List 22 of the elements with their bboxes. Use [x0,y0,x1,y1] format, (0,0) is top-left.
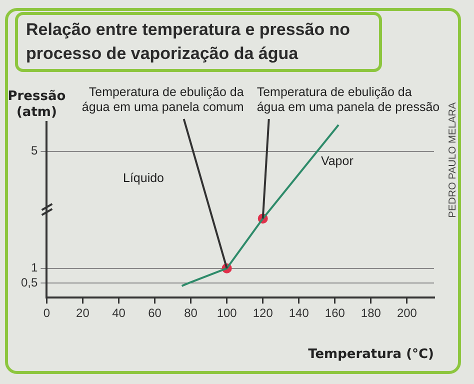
x-axis-title: Temperatura (°C) [308,347,434,362]
x-tick-label: 180 [360,306,382,320]
x-tick-label: 20 [76,306,90,320]
y-tick-label: 5 [30,144,38,158]
annotation: Vapor [320,154,354,168]
chart-title: Relação entre temperatura e pressão no processo de vaporização da água [15,12,382,72]
x-tick-label: 60 [148,306,162,320]
x-tick-label: 80 [184,306,198,320]
annotation: Temperatura de ebulição da água em uma panela de pressão [256,85,440,114]
text: PEDRO PAULO MELARA [448,102,458,218]
annotation: Temperatura de ebulição da água em uma panela comum [82,85,244,114]
x-tick-label: 140 [288,306,310,320]
y-tick-label: 0,5 [20,275,38,290]
x-tick-label: 40 [112,306,126,320]
x-tick-label: 100 [216,306,238,320]
y-tick-label: 1 [30,260,38,275]
x-tick-label: 0 [43,306,50,320]
x-tick-label: 200 [396,306,418,320]
y-axis-title: Pressão (atm) [8,89,66,120]
x-tick-label: 160 [324,306,346,320]
x-tick-label: 120 [252,306,274,320]
annotation: Líquido [122,171,164,186]
